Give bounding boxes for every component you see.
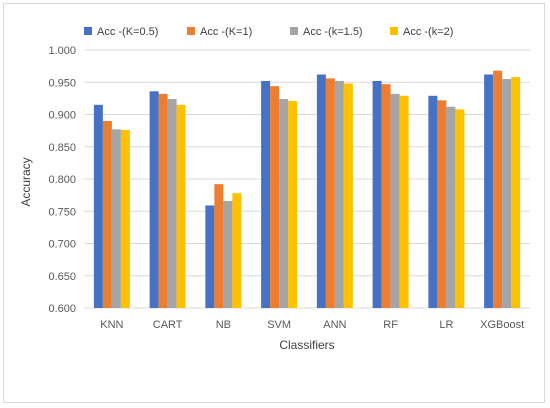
legend-label: Acc -(K=1) (200, 26, 252, 38)
bar-knn-series-1 (93, 104, 103, 308)
y-tick-label: 0.950 (48, 77, 76, 89)
x-tick-label: ANN (323, 319, 346, 331)
bar-svm-series-3 (279, 99, 289, 309)
legend-label: Acc -(k=1.5) (303, 26, 363, 38)
y-tick-label: 0.900 (48, 110, 76, 122)
bar-rf-series-1 (372, 80, 382, 309)
y-tick-label: 0.850 (48, 142, 76, 154)
bar-cart-series-4 (176, 104, 186, 308)
bar-rf-series-3 (390, 93, 400, 308)
y-tick-label: 0.650 (48, 271, 76, 283)
x-tick-label: LR (439, 319, 453, 331)
x-axis-title: Classifiers (279, 338, 334, 352)
x-tick-label: KNN (100, 319, 123, 331)
bar-cart-series-3 (167, 99, 177, 309)
bar-xgboost-series-3 (502, 79, 512, 309)
y-axis-title: Accuracy (19, 157, 33, 206)
x-tick-label: SVM (267, 319, 291, 331)
bar-lr-series-3 (446, 106, 456, 308)
bar-nb-series-2 (214, 184, 224, 308)
y-tick-labels: 0.600 0.650 0.700 0.750 0.800 0.850 0.900 0.950… (48, 45, 76, 315)
bar-rf-series-4 (399, 95, 409, 308)
bar-cart-series-2 (158, 93, 168, 308)
bar-knn-series-2 (102, 120, 112, 308)
bar-ann-series-2 (325, 78, 335, 308)
x-tick-label: RF (383, 319, 398, 331)
bar-knn-series-4 (120, 129, 130, 308)
bar-svm-series-2 (270, 86, 280, 309)
bar-cart-series-1 (149, 91, 159, 308)
legend-swatch (84, 27, 92, 35)
bars (93, 70, 521, 309)
bar-xgboost-series-1 (484, 74, 494, 308)
bar-xgboost-series-2 (493, 70, 503, 308)
y-tick-label: 0.750 (48, 206, 76, 218)
bar-nb-series-1 (205, 205, 215, 308)
y-tick-label: 0.700 (48, 239, 76, 251)
legend-swatch (390, 27, 398, 35)
x-tick-label: XGBoost (480, 319, 524, 331)
bar-knn-series-3 (111, 129, 121, 308)
legend-label: Acc -(K=0.5) (97, 26, 158, 38)
legend-label: Acc -(k=2) (403, 26, 453, 38)
bar-ann-series-3 (334, 80, 344, 309)
bar-xgboost-series-4 (511, 77, 521, 308)
bar-lr-series-4 (455, 109, 465, 308)
bar-ann-series-4 (343, 83, 353, 308)
x-tick-label: NB (216, 319, 231, 331)
bar-ann-series-1 (316, 74, 326, 308)
bar-svm-series-1 (261, 80, 271, 309)
bar-lr-series-1 (428, 95, 438, 308)
x-tick-labels: KNN CART NB SVM ANN RF LR XGBoost (100, 319, 524, 331)
bar-nb-series-4 (232, 193, 242, 308)
y-tick-label: 0.600 (48, 303, 76, 315)
bar-rf-series-2 (381, 84, 391, 308)
legend-swatch (187, 27, 195, 35)
bar-lr-series-2 (437, 100, 447, 308)
legend: Acc -(K=0.5) Acc -(K=1) Acc -(k=1.5) Acc -(… (84, 26, 453, 38)
x-tick-label: CART (153, 319, 183, 331)
y-tick-label: 1.000 (48, 45, 76, 57)
legend-swatch (290, 27, 298, 35)
bar-nb-series-3 (223, 200, 233, 308)
bar-svm-series-4 (288, 100, 298, 308)
y-tick-label: 0.800 (48, 174, 76, 186)
